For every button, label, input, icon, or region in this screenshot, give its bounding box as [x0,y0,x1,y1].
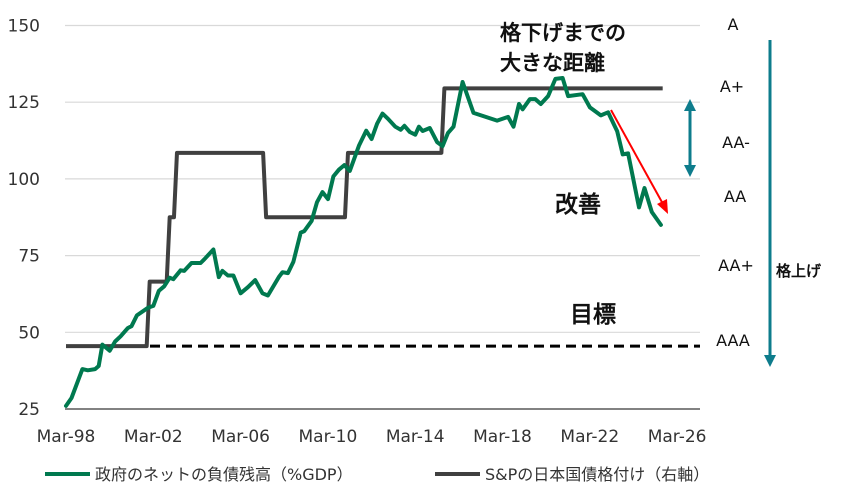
gridlines [65,24,700,410]
teal-upgrade-arrow [764,40,776,367]
legend-label-rating: S&Pの日本国債格付け（右軸） [485,465,709,484]
x-tick-label: Mar-26 [648,427,707,447]
annotation-target: 目標 [570,302,616,328]
legend: 政府のネットの負債残高（%GDP） S&Pの日本国債格付け（右軸） [45,465,709,484]
x-tick-label: Mar-14 [386,427,445,447]
series-lines [64,76,700,408]
x-tick-label: Mar-18 [473,427,532,447]
y-tick-label: 75 [18,247,40,267]
teal-double-arrow [684,99,696,177]
legend-label-debt: 政府のネットの負債残高（%GDP） [95,465,353,484]
debt-line [64,76,663,408]
right-axis-tick-label: AA+ [718,256,754,275]
x-tick-label: Mar-02 [124,427,183,447]
right-axis-tick-label: A [728,15,739,34]
annotations: 格下げまでの 大きな距離 改善 目標 格上げ [500,21,822,367]
y-axis-ticks: 25 50 75 100 125 150 [8,17,40,421]
rating-step-line [66,86,663,349]
y-tick-label: 50 [18,323,40,343]
right-axis-tick-label: AA- [722,133,750,152]
y-tick-label: 125 [8,93,40,113]
x-tick-label: Mar-22 [560,427,619,447]
right-axis-tick-label: A+ [720,77,744,96]
annotation-upgrade: 格上げ [776,262,822,280]
annotation-improve: 改善 [555,191,601,218]
right-axis-tick-label: AA [724,187,746,206]
y-tick-label: 25 [18,400,40,420]
x-tick-label: Mar-98 [37,427,96,447]
y-tick-label: 150 [8,17,40,37]
annotation-gap-line2: 大きな距離 [500,51,605,75]
right-axis-tick-label: AAA [716,331,750,350]
annotation-gap-line1: 格下げまでの [500,21,626,45]
x-axis-ticks: Mar-98 Mar-02 Mar-06 Mar-10 Mar-14 Mar-18 Mar-… [37,427,707,447]
x-tick-label: Mar-10 [299,427,358,447]
y-tick-label: 100 [8,170,40,190]
x-tick-label: Mar-06 [211,427,270,447]
red-improvement-arrow [610,109,668,214]
